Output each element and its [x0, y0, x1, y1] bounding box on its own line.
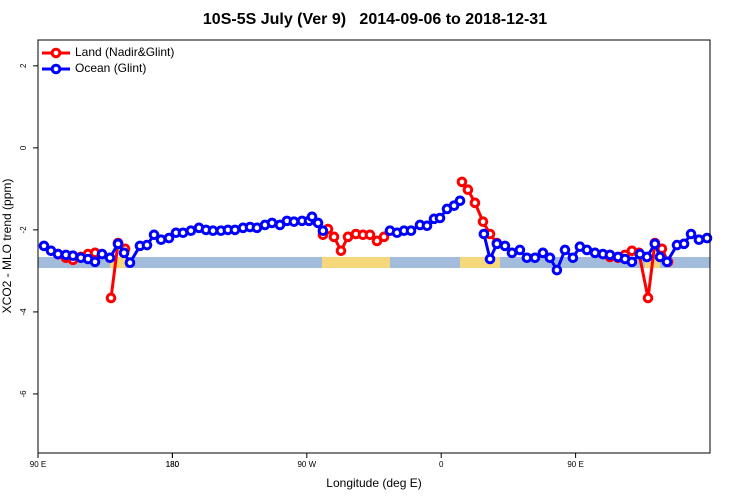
- data-point: [462, 184, 474, 195]
- data-point: [185, 225, 197, 237]
- band-segment: [125, 256, 323, 269]
- data-point: [89, 256, 101, 268]
- y-axis-label: XCO2 - MLO trend (ppm): [0, 179, 14, 314]
- y-tick-label: 2: [19, 63, 28, 68]
- band-segment: [109, 256, 126, 269]
- plot-area: [38, 176, 713, 304]
- data-point: [477, 216, 489, 227]
- data-point: [589, 247, 601, 259]
- data-point: [544, 252, 556, 264]
- data-point: [499, 240, 511, 252]
- legend: Land (Nadir&Glint) Ocean (Glint): [42, 45, 174, 75]
- data-point: [478, 228, 490, 240]
- data-point: [38, 240, 50, 252]
- y-tick-label: -6: [19, 390, 28, 398]
- x-tick-label: 180: [166, 460, 180, 469]
- legend-marker: [50, 47, 62, 59]
- data-point: [364, 229, 376, 241]
- data-point: [251, 222, 263, 234]
- data-point: [317, 225, 329, 237]
- data-point: [141, 239, 153, 251]
- plot-frame: [37, 39, 711, 454]
- legend-label: Land (Nadir&Glint): [75, 45, 174, 59]
- data-point: [229, 224, 241, 236]
- x-tick-label: 90 E: [567, 460, 583, 469]
- data-point: [678, 238, 690, 250]
- legend-label: Ocean (Glint): [75, 61, 146, 75]
- data-point: [469, 197, 481, 209]
- data-point: [581, 244, 593, 256]
- data-point: [454, 195, 466, 207]
- data-point: [701, 232, 713, 244]
- data-point: [52, 248, 64, 260]
- data-point: [641, 251, 653, 263]
- data-point: [537, 247, 549, 259]
- data-point: [567, 252, 579, 264]
- data-point: [155, 234, 167, 246]
- data-point: [421, 220, 433, 232]
- data-point: [378, 231, 390, 243]
- data-point: [148, 229, 160, 241]
- data-point: [335, 245, 347, 257]
- data-point: [642, 292, 654, 304]
- x-axis-label: Longitude (deg E): [326, 476, 421, 490]
- data-point: [306, 211, 318, 223]
- data-point: [104, 252, 116, 264]
- data-point: [529, 252, 541, 264]
- data-point: [604, 249, 616, 261]
- band-segment: [659, 256, 710, 269]
- band-segment: [389, 256, 461, 269]
- legend-marker: [50, 63, 62, 75]
- data-point: [118, 247, 130, 259]
- data-point: [559, 244, 571, 256]
- data-point: [484, 253, 496, 265]
- x-tick-label: 0: [439, 460, 444, 469]
- data-point: [654, 251, 666, 263]
- chart-title: 10S-5S July (Ver 9) 2014-09-06 to 2018-1…: [203, 11, 547, 28]
- data-point: [514, 244, 526, 256]
- y-tick-label: -2: [19, 226, 28, 234]
- data-point: [434, 212, 446, 224]
- data-point: [551, 264, 563, 276]
- data-point: [124, 257, 136, 269]
- data-point: [328, 231, 340, 243]
- data-point: [105, 292, 117, 304]
- data-point: [96, 248, 108, 260]
- data-point: [312, 217, 324, 229]
- data-point: [163, 232, 175, 244]
- y-tick-label: 0: [19, 145, 28, 150]
- y-tick-label: -4: [19, 308, 28, 316]
- data-point: [288, 216, 300, 227]
- data-point: [521, 252, 533, 264]
- band-segment: [322, 256, 390, 269]
- data-point: [112, 238, 124, 250]
- band-segment: [460, 256, 501, 269]
- x-tick-label: 90 W: [297, 460, 316, 469]
- x-tick-label: 90 E: [30, 460, 46, 469]
- data-point: [661, 256, 673, 268]
- data-point: [649, 238, 661, 250]
- data-point: [626, 256, 638, 268]
- data-point: [456, 176, 468, 188]
- data-point: [491, 238, 503, 250]
- x-tick-label: 180: [166, 460, 180, 469]
- data-point: [693, 234, 705, 246]
- data-point: [405, 225, 417, 237]
- data-point: [685, 228, 697, 240]
